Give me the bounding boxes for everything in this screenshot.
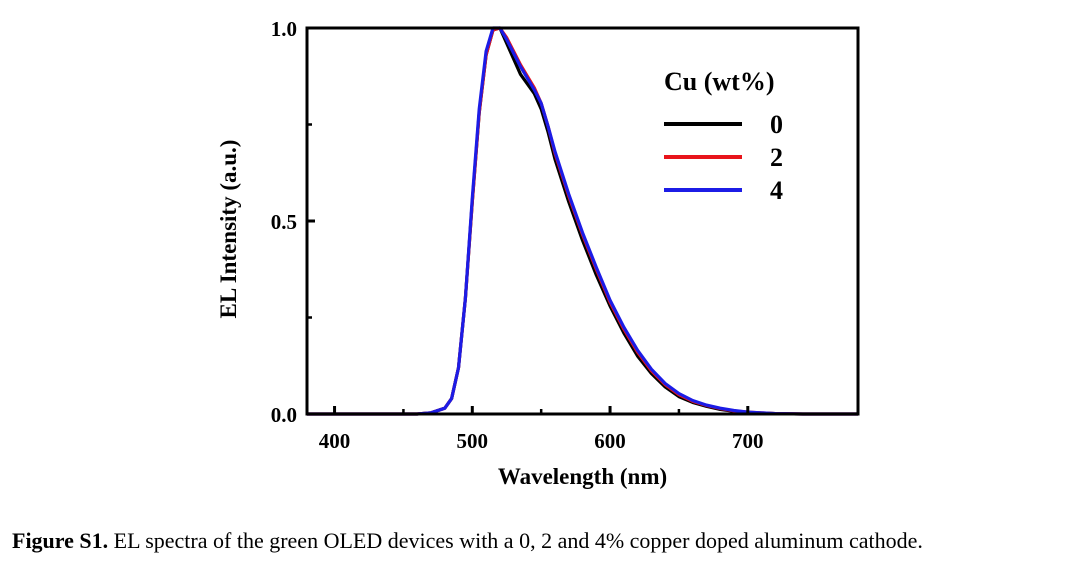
plot-frame	[305, 26, 860, 416]
axis-ticks: 400 500 600 700 0.0 0.5 1.0	[271, 17, 764, 453]
series-line-0	[307, 26, 858, 416]
series-line-2	[307, 26, 858, 416]
y-tick-label: 1.0	[271, 17, 297, 41]
y-tick-label: 0.0	[271, 403, 297, 427]
caption-text: EL spectra of the green OLED devices wit…	[108, 528, 923, 553]
y-axis-title: EL Intensity (a.u.)	[216, 140, 241, 319]
figure-caption: Figure S1. EL spectra of the green OLED …	[12, 528, 923, 554]
legend-label-0: 0	[770, 110, 783, 139]
x-axis-title: Wavelength (nm)	[498, 464, 667, 489]
legend-title: Cu (wt%)	[664, 67, 775, 96]
el-spectra-chart: 400 500 600 700 0.0 0.5 1.0 Wavelength (nm) EL…	[216, 17, 860, 489]
y-tick-label: 0.5	[271, 210, 297, 234]
legend-label-2: 2	[770, 143, 783, 172]
x-tick-label: 700	[732, 429, 764, 453]
x-tick-label: 600	[594, 429, 626, 453]
x-tick-label: 500	[457, 429, 489, 453]
legend: Cu (wt%) 0 2 4	[664, 67, 783, 205]
legend-label-4: 4	[770, 176, 783, 205]
plot-lines	[307, 26, 858, 416]
series-line-4	[307, 26, 858, 416]
x-tick-label: 400	[319, 429, 351, 453]
caption-label: Figure S1.	[12, 528, 109, 553]
